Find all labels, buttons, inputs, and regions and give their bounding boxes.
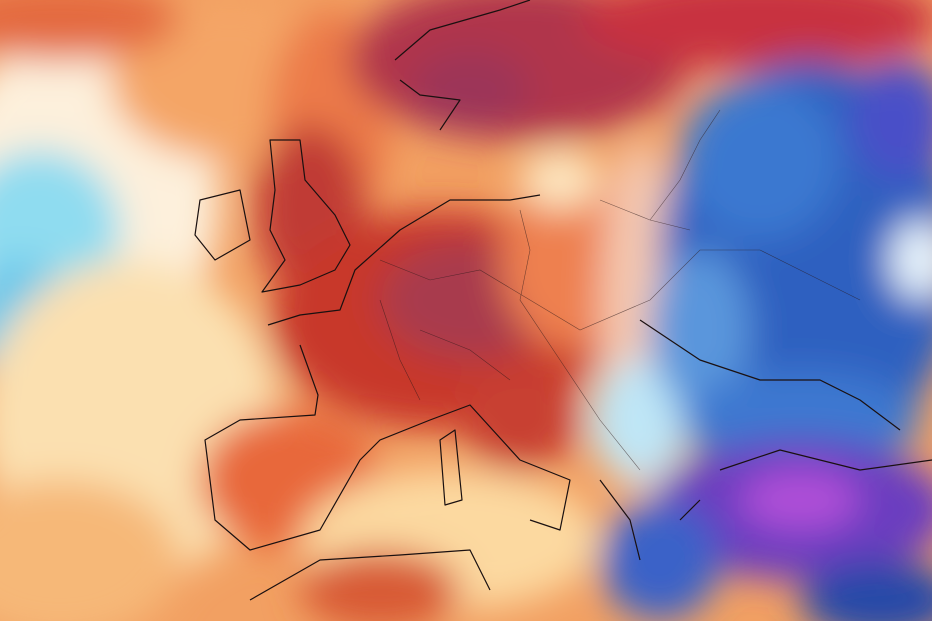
coastline [261,139,351,293]
coastline [394,0,531,131]
border [519,209,641,471]
coastline [267,194,541,326]
coastline [439,429,463,506]
coastline [639,319,932,471]
border [379,249,861,331]
coastline [204,344,571,551]
coastlines [194,0,932,601]
coastline [194,189,251,261]
borders [379,109,861,471]
coastline [599,479,701,561]
border [599,109,721,231]
border [379,299,511,401]
coastline [249,549,491,601]
